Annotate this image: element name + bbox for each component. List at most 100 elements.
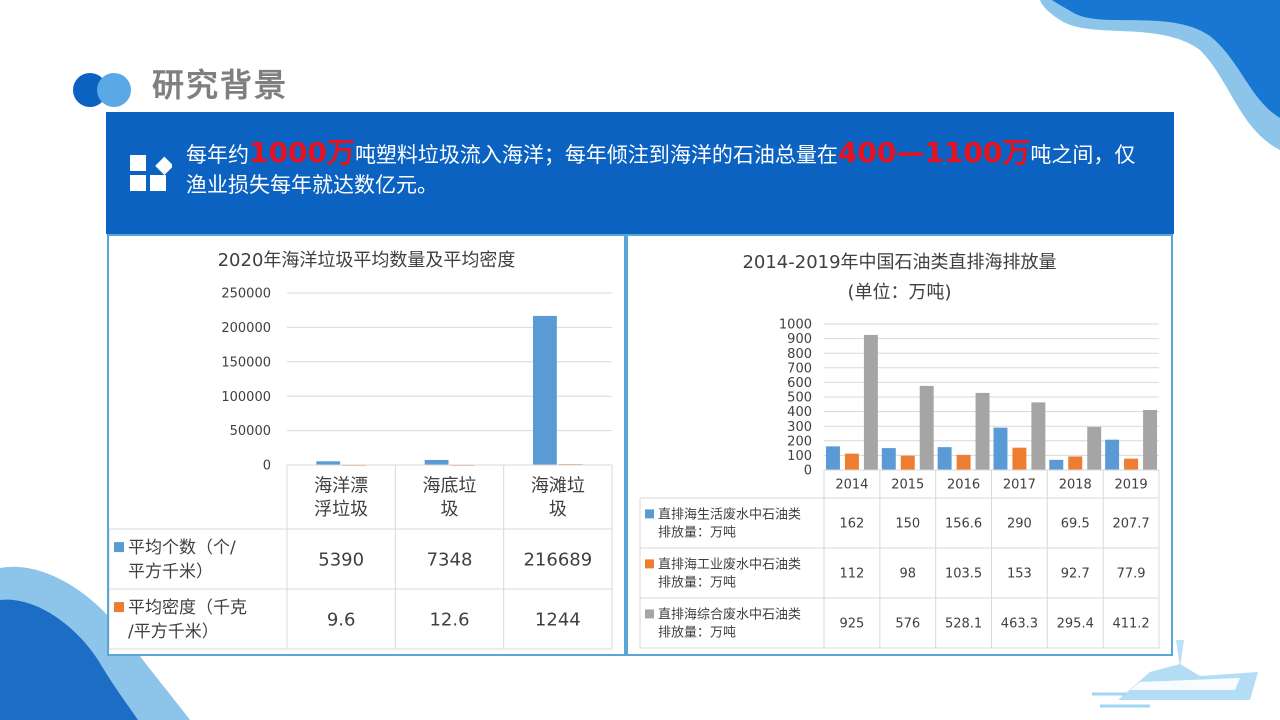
bar: [1068, 456, 1083, 470]
data-value: 7348: [427, 549, 473, 570]
chart-subtitle: (单位：万吨): [847, 282, 952, 303]
data-value: 150: [895, 517, 920, 532]
y-tick-label: 500: [787, 391, 812, 406]
y-tick-label: 400: [787, 405, 812, 420]
legend-key: [645, 609, 654, 619]
data-value: 295.4: [1057, 617, 1094, 632]
page-title: 研究背景: [152, 66, 289, 104]
data-value: 925: [840, 617, 865, 632]
bar: [937, 447, 952, 470]
data-value: 12.6: [429, 609, 469, 630]
banner-text: 每年约1000万吨塑料垃圾流入海洋；每年倾注到海洋的石油总量在400—1100万…: [186, 138, 1154, 200]
data-value: 77.9: [1117, 567, 1146, 582]
category-label: 海底垃: [423, 476, 477, 497]
bar: [956, 454, 971, 470]
y-tick-label: 0: [804, 464, 812, 479]
y-tick-label: 300: [787, 420, 812, 435]
data-value: 9.6: [327, 609, 356, 630]
data-value: 1244: [535, 609, 581, 630]
category-label: 2014: [835, 478, 868, 493]
y-tick-label: 150000: [221, 355, 271, 370]
y-tick-label: 800: [787, 347, 812, 362]
legend-key: [114, 602, 124, 613]
bar: [424, 459, 449, 465]
category-label: 2015: [891, 478, 924, 493]
y-tick-label: 100: [787, 449, 812, 464]
bar: [844, 453, 859, 470]
bar: [1049, 459, 1064, 470]
data-value: 98: [899, 567, 916, 582]
series-name: 直排海工业废水中石油类: [658, 556, 801, 572]
bar: [1124, 458, 1139, 470]
y-tick-label: 250000: [221, 287, 271, 302]
series-name: 平均密度（千克: [128, 598, 247, 618]
bar: [881, 448, 896, 470]
bar: [1087, 426, 1102, 470]
data-value: 463.3: [1001, 617, 1038, 632]
info-banner: 每年约1000万吨塑料垃圾流入海洋；每年倾注到海洋的石油总量在400—1100万…: [106, 112, 1174, 234]
banner-text-part: 吨之间，仅渔业损失每年就达数亿元。: [186, 143, 1136, 197]
data-value: 576: [895, 617, 920, 632]
series-name: 平均个数（个/: [128, 538, 236, 558]
series-name: 排放量：万吨: [658, 626, 736, 641]
highlight-plastic-amount: 1000万: [249, 136, 355, 169]
bar: [993, 427, 1008, 470]
y-tick-label: 200000: [221, 321, 271, 336]
bar: [316, 461, 341, 465]
oil-discharge-chart-panel: 2014-2019年中国石油类直排海排放量 (单位：万吨) 0 100 200 300…: [626, 234, 1173, 656]
bar: [919, 385, 934, 470]
category-label: 圾: [441, 499, 459, 520]
y-tick-label: 50000: [230, 424, 271, 439]
ship-logo-icon: [1092, 640, 1258, 708]
bar: [1105, 439, 1120, 470]
data-value: 207.7: [1112, 517, 1149, 532]
bar: [1012, 447, 1027, 470]
data-value: 92.7: [1061, 567, 1090, 582]
category-label: 2019: [1115, 478, 1148, 493]
y-tick-label: 900: [787, 332, 812, 347]
data-value: 162: [840, 517, 865, 532]
chart-title: 2020年海洋垃圾平均数量及平均密度: [217, 250, 516, 271]
series-name: /平方千米）: [128, 622, 219, 642]
y-tick-label: 100000: [221, 390, 271, 405]
y-tick-label: 700: [787, 361, 812, 376]
data-value: 153: [1007, 567, 1032, 582]
category-label: 海洋漂: [314, 476, 368, 497]
bar: [975, 392, 990, 470]
data-value: 69.5: [1061, 517, 1090, 532]
category-label: 海滩垃: [531, 476, 585, 497]
category-label: 浮垃圾: [314, 499, 368, 520]
category-label: 2016: [947, 478, 980, 493]
grid-blocks-icon: [130, 155, 172, 191]
category-label: 2017: [1003, 478, 1036, 493]
legend-key: [645, 559, 654, 569]
bar: [900, 455, 915, 470]
legend-key: [114, 542, 124, 553]
data-value: 103.5: [945, 567, 982, 582]
data-value: 411.2: [1112, 617, 1149, 632]
banner-text-part: 吨塑料垃圾流入海洋；每年倾注到海洋的石油总量在: [354, 143, 838, 167]
series-name: 直排海综合废水中石油类: [658, 606, 801, 622]
y-tick-label: 600: [787, 376, 812, 391]
series-name: 直排海生活废水中石油类: [658, 506, 801, 522]
data-value: 290: [1007, 517, 1032, 532]
bar: [863, 334, 878, 470]
y-tick-label: 0: [263, 459, 271, 474]
y-tick-label: 200: [787, 434, 812, 449]
bar: [533, 315, 557, 465]
bar: [825, 446, 840, 470]
bar: [1031, 402, 1046, 470]
bar: [1143, 409, 1158, 470]
data-value: 156.6: [945, 517, 982, 532]
data-value: 112: [840, 567, 865, 582]
y-tick-label: 1000: [779, 318, 812, 333]
category-label: 圾: [549, 499, 567, 520]
chart-title: 2014-2019年中国石油类直排海排放量: [742, 252, 1057, 273]
banner-text-part: 每年约: [186, 143, 249, 167]
series-name: 排放量：万吨: [658, 526, 736, 541]
title-dots-icon: [73, 73, 131, 107]
legend-key: [645, 509, 654, 519]
